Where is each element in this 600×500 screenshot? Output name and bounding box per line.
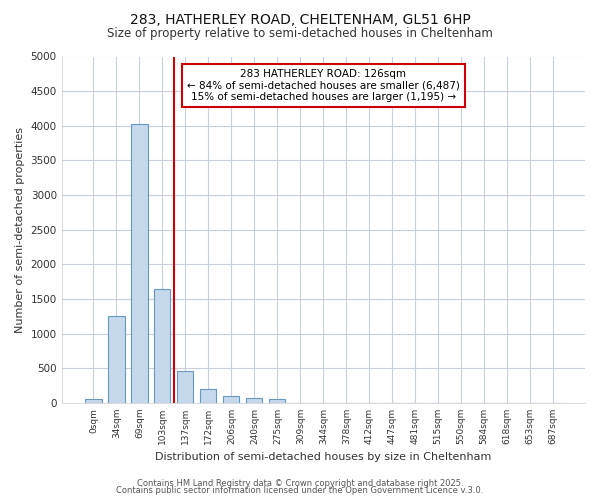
Bar: [200, 388, 217, 403]
Text: 283 HATHERLEY ROAD: 126sqm
← 84% of semi-detached houses are smaller (6,487)
15%: 283 HATHERLEY ROAD: 126sqm ← 84% of semi…: [187, 69, 460, 102]
Bar: [109, 316, 125, 403]
Text: 283, HATHERLEY ROAD, CHELTENHAM, GL51 6HP: 283, HATHERLEY ROAD, CHELTENHAM, GL51 6H…: [130, 12, 470, 26]
Bar: [131, 124, 148, 403]
Bar: [154, 290, 170, 403]
Text: Contains public sector information licensed under the Open Government Licence v.: Contains public sector information licen…: [116, 486, 484, 495]
Bar: [85, 400, 101, 403]
Text: Size of property relative to semi-detached houses in Cheltenham: Size of property relative to semi-detach…: [107, 28, 493, 40]
Bar: [223, 396, 239, 403]
Bar: [247, 398, 262, 403]
Text: Contains HM Land Registry data © Crown copyright and database right 2025.: Contains HM Land Registry data © Crown c…: [137, 478, 463, 488]
Bar: [178, 371, 193, 403]
Bar: [269, 400, 286, 403]
Y-axis label: Number of semi-detached properties: Number of semi-detached properties: [15, 126, 25, 332]
X-axis label: Distribution of semi-detached houses by size in Cheltenham: Distribution of semi-detached houses by …: [155, 452, 491, 462]
